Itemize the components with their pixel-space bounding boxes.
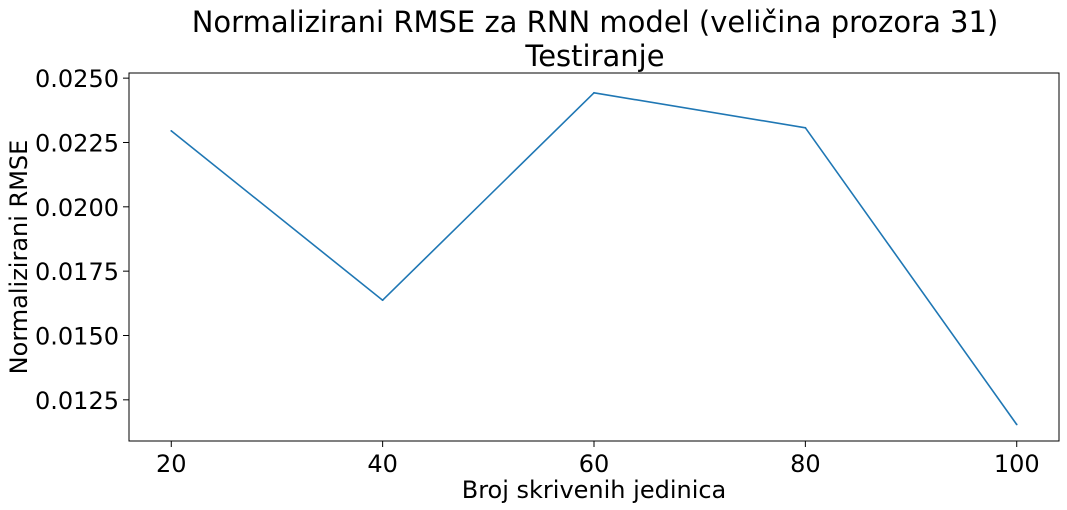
- x-axis-ticks: 20 40 60 80 100: [156, 441, 1040, 478]
- y-tick-label: 0.0225: [35, 129, 119, 157]
- data-point: [170, 130, 173, 132]
- x-tick-label: 60: [579, 450, 610, 478]
- y-tick-label: 0.0175: [35, 258, 119, 286]
- y-tick-label: 0.0200: [35, 194, 119, 222]
- x-tick-label: 100: [994, 450, 1040, 478]
- y-axis-ticks: 0.0125 0.0150 0.0175 0.0200 0.0225 0.0250: [35, 65, 129, 415]
- plot-area: [128, 72, 1060, 442]
- x-tick-label: 40: [367, 450, 398, 478]
- data-point: [1015, 423, 1018, 426]
- x-axis-label: Broj skrivenih jedinica: [462, 476, 727, 504]
- data-point: [381, 299, 384, 302]
- y-axis-label: Normalizirani RMSE: [5, 140, 33, 375]
- data-point: [804, 126, 807, 129]
- y-tick-label: 0.0150: [35, 322, 119, 350]
- x-tick-label: 80: [790, 450, 821, 478]
- y-tick-label: 0.0125: [35, 387, 119, 415]
- chart-subtitle: Testiranje: [524, 39, 664, 73]
- x-tick-label: 20: [156, 450, 187, 478]
- series-layer: [170, 91, 1018, 426]
- series-line: [170, 92, 1018, 425]
- data-point: [593, 91, 595, 94]
- y-tick-label: 0.0250: [35, 65, 119, 93]
- chart-title: Normalizirani RMSE za RNN model (veličin…: [192, 5, 999, 39]
